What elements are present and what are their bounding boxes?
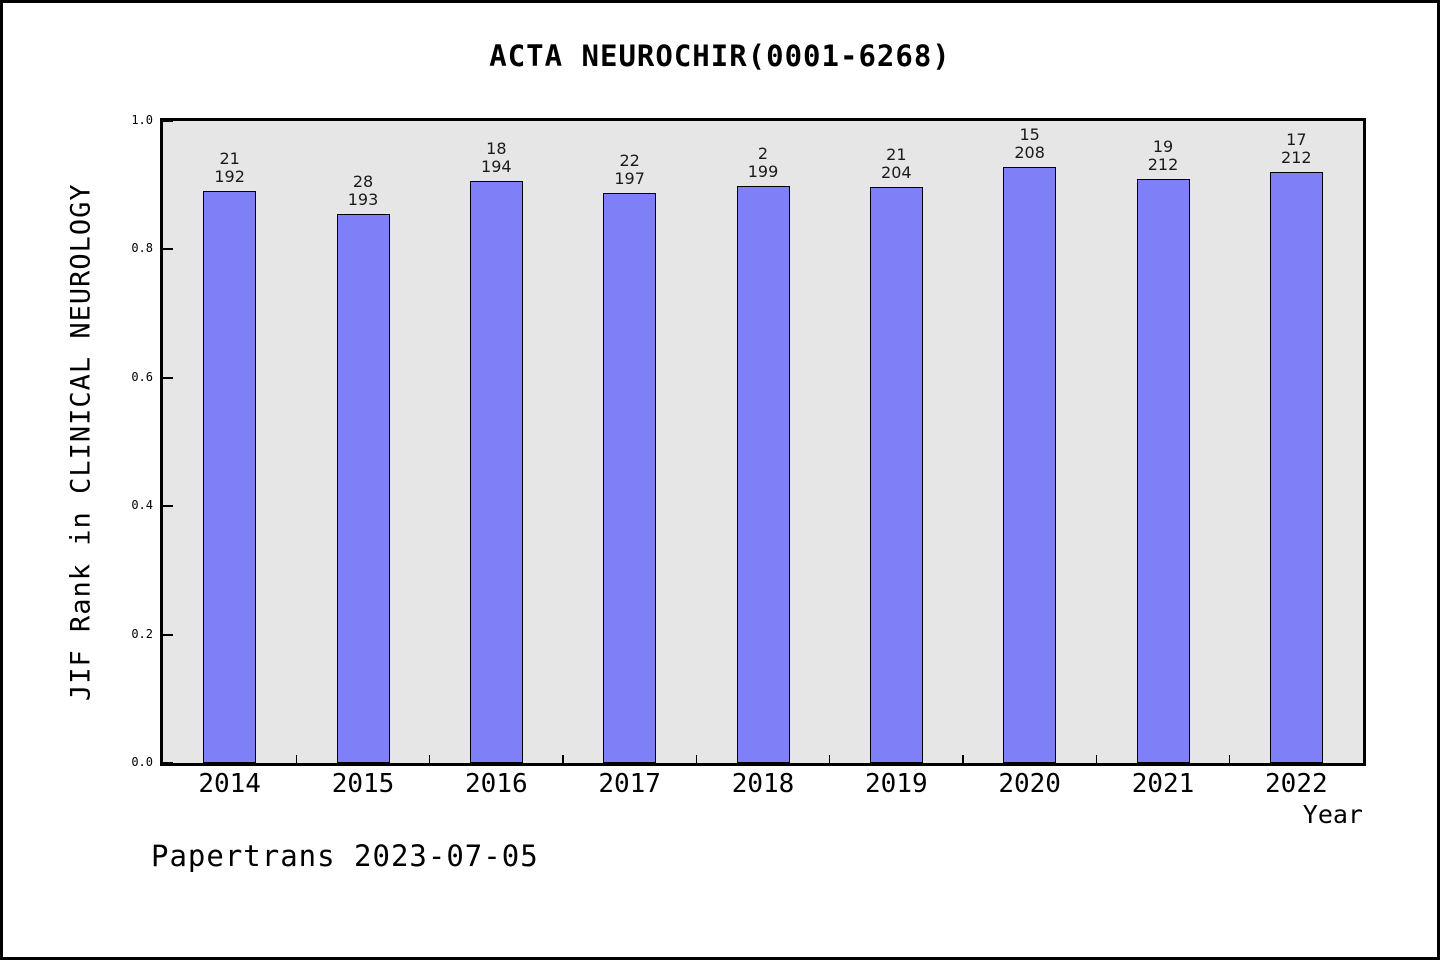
bar-total-value: 192 [214, 166, 245, 186]
bar-2020 [1003, 167, 1057, 763]
chart-title: ACTA NEUROCHIR(0001-6268) [489, 39, 951, 73]
plot-area: 21 192 28 193 18 194 22 197 2 199 21 204 15 208 19 212 1… [160, 118, 1366, 766]
bar-rank-value: 22 [619, 150, 640, 170]
bar-2022 [1269, 172, 1323, 763]
bar-rank-value: 18 [486, 138, 507, 158]
y-tick-mark [163, 762, 173, 764]
bar-value-label-2015: 28 193 [303, 173, 423, 209]
bar-value-label-2017: 22 197 [570, 150, 690, 188]
x-tick-label-2018: 2018 [731, 769, 795, 799]
bar-total-value: 194 [481, 156, 512, 176]
bar-total-value: 193 [347, 190, 379, 210]
bar-value-label-2021: 19 212 [1103, 136, 1223, 174]
bar-total-value: 208 [1014, 143, 1045, 163]
y-tick-mark [163, 120, 173, 122]
bar-2017 [603, 192, 657, 763]
y-tick-label: 0.8 [131, 241, 153, 256]
x-tick-label-2019: 2019 [865, 769, 928, 799]
x-tick-label-2015: 2015 [331, 769, 395, 799]
x-tick-mark [562, 755, 564, 763]
footer-watermark: Papertrans 2023-07-05 [151, 839, 539, 873]
x-axis-title: Year [1302, 800, 1363, 829]
x-tick-mark [428, 755, 431, 763]
bar-value-label-2016: 18 194 [436, 138, 556, 176]
x-tick-label-2022: 2022 [1265, 769, 1328, 799]
y-tick-mark [163, 248, 173, 251]
bar-2021 [1136, 178, 1190, 763]
bar-2019 [869, 187, 923, 763]
x-tick-mark [695, 755, 698, 763]
x-tick-label-2021: 2021 [1131, 769, 1195, 799]
y-tick-mark [163, 505, 173, 508]
bar-2018 [736, 185, 790, 763]
bar-total-value: 204 [881, 163, 912, 183]
x-tick-label-2016: 2016 [465, 769, 528, 799]
bar-2014 [203, 190, 257, 763]
bar-rank-value: 21 [886, 145, 907, 165]
y-tick-label: 0.2 [131, 626, 153, 641]
bar-rank-value: 17 [1286, 130, 1307, 150]
bar-rank-value: 19 [1152, 136, 1174, 156]
bar-2016 [469, 180, 523, 763]
x-tick-label-2017: 2017 [598, 769, 661, 799]
y-axis-title: JIF Rank in CLINICAL NEUROLOGY [65, 183, 97, 701]
x-tick-label-2014: 2014 [198, 769, 261, 799]
x-tick-mark [1095, 755, 1098, 763]
y-tick-label: 1.0 [131, 113, 153, 127]
bar-rank-value: 2 [757, 143, 769, 163]
bar-rank-value: 15 [1019, 125, 1040, 145]
bar-value-label-2019: 21 204 [836, 146, 956, 182]
x-tick-label-2020: 2020 [998, 769, 1061, 799]
bar-rank-value: 21 [219, 148, 240, 168]
bar-total-value: 197 [614, 168, 645, 188]
x-tick-mark [1228, 755, 1231, 763]
bar-total-value: 199 [747, 161, 779, 181]
bar-value-label-2014: 21 192 [170, 148, 290, 186]
y-tick-mark [163, 376, 173, 379]
y-tick-label: 0.6 [131, 369, 153, 384]
bar-2015 [336, 214, 390, 763]
bar-value-label-2020: 15 208 [970, 126, 1090, 162]
y-tick-mark [163, 633, 173, 636]
y-tick-label: 0.4 [131, 498, 153, 513]
x-tick-mark [828, 755, 831, 763]
bar-value-label-2018: 2 199 [703, 143, 823, 181]
bar-rank-value: 28 [352, 172, 374, 192]
y-tick-label: 0.0 [131, 755, 153, 769]
x-tick-mark [295, 755, 298, 763]
bar-value-label-2022: 17 212 [1236, 131, 1356, 167]
x-tick-mark [962, 755, 964, 763]
bar-total-value: 212 [1147, 154, 1179, 174]
bar-total-value: 212 [1281, 148, 1312, 168]
